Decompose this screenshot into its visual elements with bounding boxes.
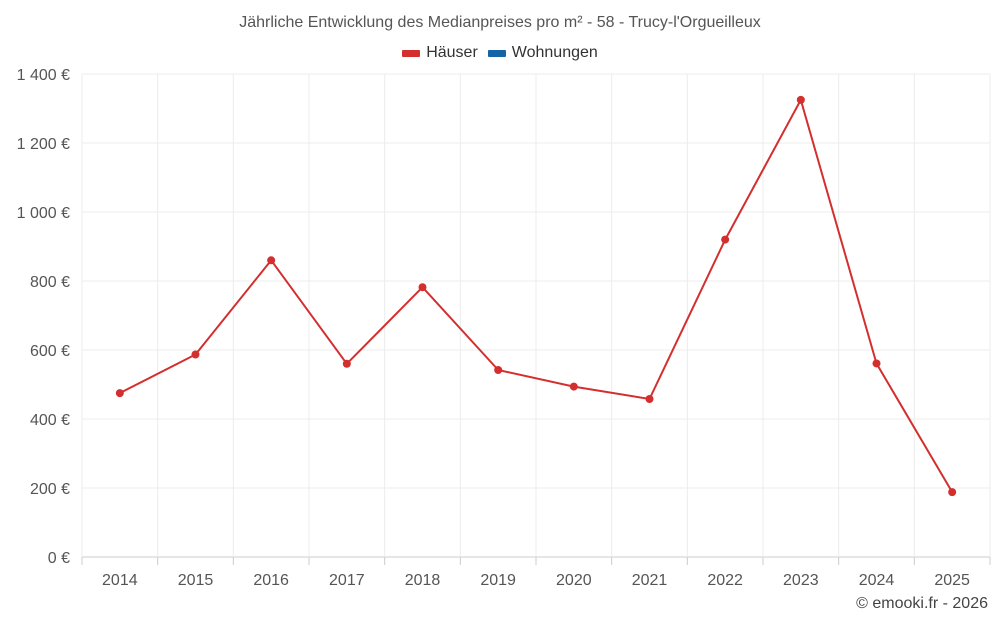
y-tick-label: 200 € (30, 481, 70, 498)
x-tick-label: 2017 (329, 572, 365, 589)
y-tick-label: 1 400 € (17, 67, 70, 84)
data-point (191, 350, 200, 359)
x-tick-label: 2021 (632, 572, 668, 589)
x-tick-label: 2014 (102, 572, 138, 589)
legend-label-haeuser: Häuser (426, 44, 478, 61)
y-tick-label: 800 € (30, 274, 70, 291)
legend: Häuser Wohnungen (0, 44, 1000, 62)
x-tick-label: 2019 (480, 572, 516, 589)
series (115, 95, 957, 497)
x-tick-label: 2016 (253, 572, 289, 589)
data-point (796, 95, 805, 104)
data-point (569, 382, 578, 391)
data-point (721, 235, 730, 244)
data-point (645, 394, 654, 403)
y-tick-label: 400 € (30, 412, 70, 429)
legend-swatch-wohnungen (487, 49, 506, 57)
legend-item-wohnungen[interactable]: Wohnungen (487, 44, 598, 62)
credits-text[interactable]: © emooki.fr - 2026 (856, 595, 988, 612)
legend-label-wohnungen: Wohnungen (511, 44, 598, 61)
x-tick-label: 2018 (405, 572, 441, 589)
data-point (418, 283, 427, 292)
x-tick-label: 2025 (934, 572, 970, 589)
data-point (872, 359, 881, 368)
data-point (267, 256, 276, 265)
y-tick-label: 1 200 € (17, 136, 70, 153)
data-point (948, 488, 957, 497)
x-tick-label: 2015 (178, 572, 214, 589)
x-tick-label: 2022 (707, 572, 743, 589)
chart-title: Jährliche Entwicklung des Medianpreises … (239, 14, 761, 31)
y-tick-label: 1 000 € (17, 205, 70, 222)
data-point (115, 389, 124, 398)
grid (81, 73, 991, 558)
data-point (342, 359, 351, 368)
y-tick-label: 600 € (30, 343, 70, 360)
axes: 0 € 200 € 400 € 600 € 800 € 1 000 € 1 200 € 1 4… (17, 67, 991, 589)
x-tick-label: 2023 (783, 572, 819, 589)
y-tick-label: 0 € (48, 550, 70, 567)
data-point (494, 366, 503, 375)
x-tick-label: 2020 (556, 572, 592, 589)
x-tick-label: 2024 (859, 572, 895, 589)
legend-swatch-haeuser (402, 49, 421, 57)
series-line-0 (119, 98, 954, 493)
legend-item-haeuser[interactable]: Häuser (402, 44, 478, 62)
